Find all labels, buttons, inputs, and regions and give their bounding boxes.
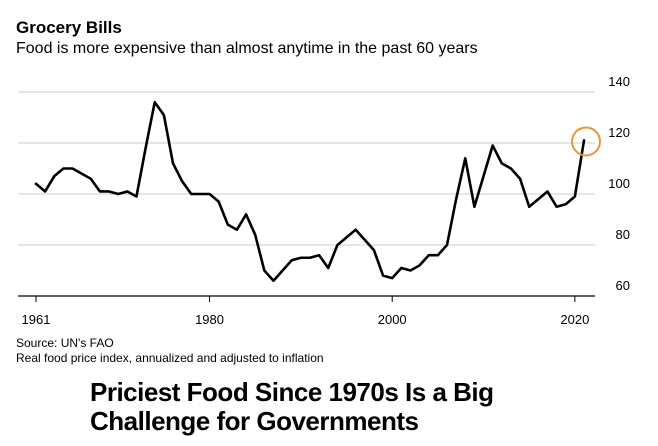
y-tick-label-120: 120 bbox=[608, 125, 630, 140]
series-line-layer bbox=[34, 100, 586, 283]
x-tick-label-1980: 1980 bbox=[195, 312, 224, 327]
source-note: Real food price index, annualized and ad… bbox=[16, 351, 324, 365]
article-headline[interactable]: Priciest Food Since 1970s Is a Big Chall… bbox=[90, 377, 494, 436]
y-tick-label-100: 100 bbox=[608, 176, 630, 191]
source-text: Source: UN's FAO bbox=[16, 336, 114, 350]
y-tick-label-140: 140 bbox=[608, 74, 630, 89]
series-line-0 bbox=[34, 100, 586, 283]
y-tick-label-60: 60 bbox=[616, 278, 630, 293]
x-axis bbox=[18, 295, 595, 302]
chart-title: Grocery Bills bbox=[16, 18, 122, 37]
highlight-circle bbox=[571, 126, 601, 157]
line-chart: 60 80 100 120 140 1961 1980 2000 2020 bbox=[18, 74, 630, 327]
source-block: Source: UN's FAO Real food price index, … bbox=[16, 336, 324, 366]
annotation-layer bbox=[571, 126, 601, 157]
x-axis-tick-labels: 1961 1980 2000 2020 bbox=[22, 312, 590, 327]
x-tick-label-2000: 2000 bbox=[378, 312, 407, 327]
chart-subtitle: Food is more expensive than almost anyti… bbox=[16, 40, 478, 57]
x-tick-label-1961: 1961 bbox=[22, 312, 51, 327]
y-axis-tick-labels: 60 80 100 120 140 bbox=[608, 74, 630, 293]
y-tick-label-80: 80 bbox=[616, 227, 630, 242]
x-tick-label-2020: 2020 bbox=[560, 312, 589, 327]
